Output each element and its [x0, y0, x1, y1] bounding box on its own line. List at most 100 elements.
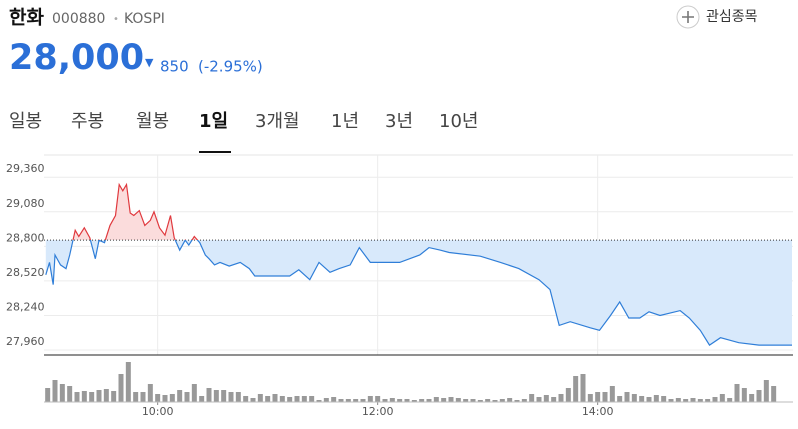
volume-bar	[228, 392, 234, 402]
volume-bar	[712, 397, 718, 402]
volume-bar	[59, 384, 65, 402]
change-arrow: ▼	[145, 56, 154, 69]
price: 28,000	[9, 38, 144, 78]
tab[interactable]: 주봉	[71, 111, 104, 132]
volume-bar	[661, 396, 667, 402]
volume-bar	[521, 399, 527, 402]
volume-bar	[697, 399, 703, 402]
volume-bar	[367, 396, 373, 402]
price-line	[45, 182, 792, 346]
volume-bar	[433, 397, 439, 402]
volume-bar	[558, 394, 564, 402]
volume-bar	[448, 397, 454, 402]
volume-bar	[573, 376, 579, 402]
volume-bar	[419, 399, 425, 402]
volume-bar	[316, 400, 322, 402]
stock-name: 한화	[9, 7, 44, 29]
volume-bar	[690, 398, 696, 402]
volume-bar	[741, 388, 747, 402]
volume-bar	[653, 395, 659, 402]
volume-bar	[426, 399, 432, 402]
volume-bar	[382, 399, 388, 402]
volume-bar	[162, 395, 168, 402]
volume-bar	[199, 396, 205, 402]
price-chart: 27,960 28,240 28,520 28,800 29,080 29,360 10:0…	[6, 155, 793, 418]
volume-bar	[463, 399, 469, 402]
volume-bar	[477, 400, 483, 402]
volume-bar	[719, 394, 725, 402]
volume-bar	[668, 399, 674, 402]
volume-bar	[184, 392, 190, 402]
tab[interactable]: 일봉	[9, 111, 42, 132]
volume-bar	[265, 396, 271, 402]
volume-bar	[536, 397, 542, 402]
volume-bar	[727, 398, 733, 402]
volume-bar	[507, 398, 513, 402]
plus-sign	[682, 11, 694, 23]
volume-bar	[301, 396, 307, 402]
volume-bar	[631, 394, 637, 402]
volume-bar	[529, 394, 535, 402]
volume-bar	[140, 392, 146, 402]
volume-bar	[565, 388, 571, 402]
x-tick-label: 10:00	[142, 405, 174, 418]
volume-bar	[67, 386, 73, 402]
volume-bar	[45, 388, 51, 402]
volume-bar	[580, 374, 586, 402]
volume-bar	[360, 399, 366, 402]
volume-bar	[455, 398, 461, 402]
volume-bar	[551, 397, 557, 402]
volume-bar	[294, 396, 300, 402]
volume-bar	[595, 392, 601, 402]
volume-bar	[191, 384, 197, 402]
change: 850	[160, 58, 189, 76]
volume-bar	[213, 390, 219, 402]
volume-bar	[133, 392, 139, 402]
y-tick-label: 28,240	[6, 300, 45, 313]
tab[interactable]: 1년	[331, 111, 359, 132]
volume-bar	[89, 392, 95, 402]
volume-bar	[389, 398, 395, 402]
volume-bar	[441, 398, 447, 402]
separator: •	[113, 14, 119, 25]
volume-bar	[287, 397, 293, 402]
price-area	[45, 184, 793, 346]
volume-bar	[514, 400, 520, 402]
volume-bar	[331, 397, 337, 402]
volume-bar	[177, 390, 183, 402]
volume-bar	[52, 380, 58, 402]
volume-bar	[624, 392, 630, 402]
tab[interactable]: 월봉	[136, 111, 169, 132]
y-tick-label: 28,800	[6, 231, 45, 244]
volume-bar	[272, 394, 278, 402]
volume-bar	[705, 399, 711, 402]
volume-bar	[169, 394, 175, 402]
volume-bar	[345, 399, 351, 402]
tab[interactable]: 1일	[199, 111, 228, 132]
volume-bar	[617, 396, 623, 402]
tab[interactable]: 3년	[385, 111, 413, 132]
volume-bar	[397, 399, 403, 402]
tab[interactable]: 3개월	[255, 111, 300, 132]
watch-button[interactable]: 관심종목	[676, 5, 758, 29]
x-tick-label: 12:00	[362, 405, 394, 418]
volume-bar	[404, 399, 410, 402]
volume-bar	[125, 362, 131, 402]
volume-bar	[250, 398, 256, 402]
volume-bar	[749, 394, 755, 402]
volume-bar	[111, 391, 117, 402]
volume-bar	[756, 390, 762, 402]
volume-bar	[763, 380, 769, 402]
volume-bar	[587, 394, 593, 402]
volume-bar	[74, 392, 80, 402]
volume-bar	[646, 397, 652, 402]
y-tick-label: 29,360	[6, 162, 45, 175]
volume-bar	[602, 392, 608, 402]
volume-bar	[734, 384, 740, 402]
y-tick-label: 28,520	[6, 266, 45, 279]
volume-bar	[353, 399, 359, 402]
tab[interactable]: 10년	[439, 111, 478, 132]
volume-bar	[609, 386, 615, 402]
stock-code: 000880	[52, 11, 105, 27]
y-tick-label: 29,080	[6, 197, 45, 210]
